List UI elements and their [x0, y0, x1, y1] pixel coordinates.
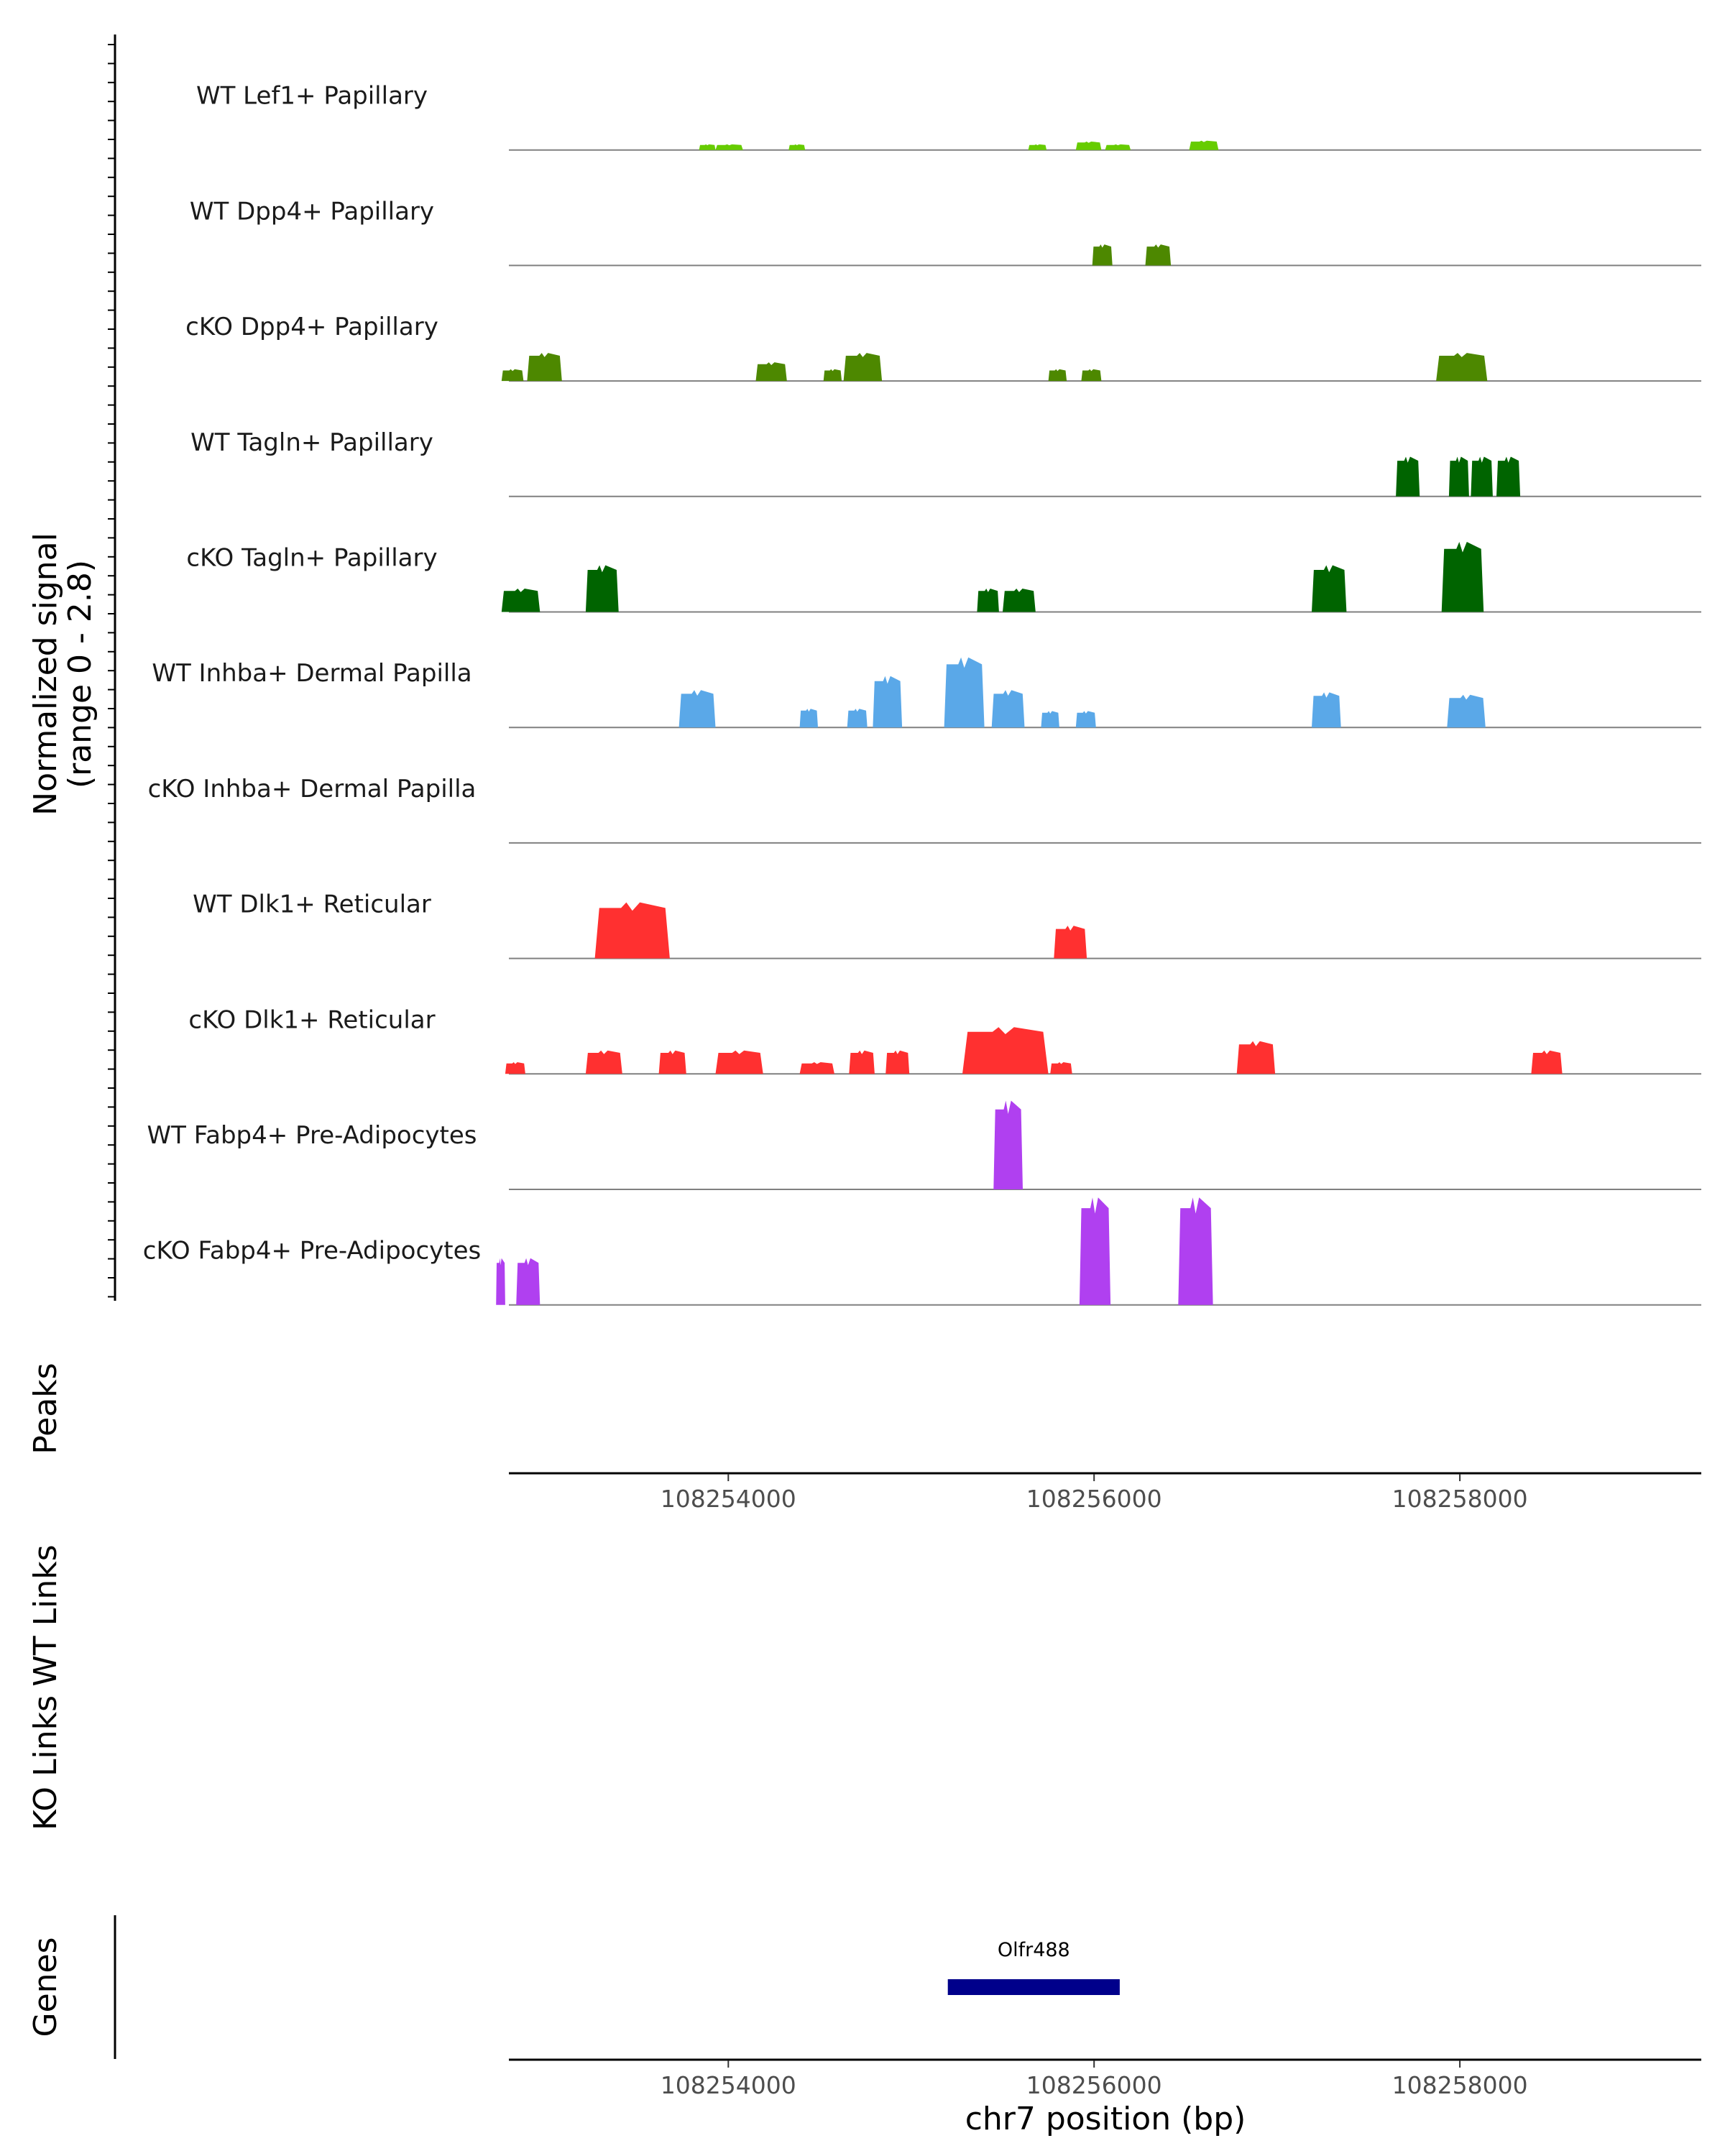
track-label: WT Fabp4+ Pre-Adipocytes: [147, 1121, 477, 1150]
y-axis-range-label: (range 0 - 2.8): [62, 560, 98, 788]
signal-peak: [886, 1050, 910, 1074]
signal-peak: [678, 690, 716, 728]
signal-peak: [1075, 711, 1096, 728]
track-label: cKO Dpp4+ Papillary: [185, 313, 438, 341]
signal-peak: [1079, 1197, 1111, 1305]
signal-peak: [1441, 542, 1484, 612]
signal-peak: [1054, 926, 1087, 959]
x-tick-label: 108258000: [1392, 2071, 1528, 2099]
signal-peak: [1447, 694, 1486, 728]
x-axis-label: chr7 position (bp): [965, 2101, 1246, 2137]
track: WT Tagln+ Papillary: [190, 428, 1701, 497]
track: WT Fabp4+ Pre-Adipocytes: [147, 1100, 1701, 1190]
signal-peak: [594, 902, 670, 959]
track: cKO Dlk1+ Reticular: [188, 1005, 1701, 1075]
gene-body: [947, 1979, 1120, 1995]
signal-peak: [1048, 369, 1067, 382]
track: WT Dpp4+ Papillary: [190, 197, 1701, 267]
x-tick-label: 108258000: [1392, 1485, 1528, 1513]
signal-peak: [501, 369, 524, 382]
signal-peak: [1003, 589, 1036, 612]
track-label: WT Tagln+ Papillary: [190, 428, 433, 457]
genes-panel-label: Genes: [27, 1937, 64, 2037]
signal-peak: [1471, 456, 1493, 497]
track: cKO Tagln+ Papillary: [186, 542, 1701, 613]
genes-x-ticks: 108254000 108256000 108258000: [661, 2060, 1528, 2099]
y-axis-label: Normalized signal: [27, 533, 64, 816]
signal-peak: [944, 657, 985, 728]
signal-peak: [1075, 142, 1102, 150]
signal-peak: [1105, 144, 1131, 150]
signal-peak: [991, 690, 1025, 728]
track-label: cKO Fabp4+ Pre-Adipocytes: [143, 1237, 482, 1266]
signal-peak: [823, 369, 842, 382]
signal-peak: [843, 353, 883, 382]
track-label: WT Dlk1+ Reticular: [193, 890, 431, 919]
track-label: cKO Inhba+ Dermal Papilla: [148, 775, 477, 803]
track: cKO Inhba+ Dermal Papilla: [148, 775, 1701, 844]
coverage-tracks: WT Lef1+ Papillary WT Dpp4+ Papillary cKO …: [143, 82, 1701, 1306]
signal-peak: [1050, 1062, 1072, 1074]
x-tick-label: 108256000: [1026, 1485, 1162, 1513]
signal-peak: [847, 709, 868, 728]
track-label: cKO Tagln+ Papillary: [186, 544, 437, 573]
wt-links-panel-label: WT Links: [27, 1544, 64, 1686]
signal-peak: [715, 1050, 763, 1074]
signal-peak: [527, 353, 562, 382]
signal-peak: [496, 1258, 505, 1305]
signal-peak: [501, 589, 540, 612]
signal-peak: [755, 362, 787, 382]
signal-peak: [585, 1050, 622, 1074]
signal-peak: [505, 1062, 525, 1074]
peaks-x-ticks: 108254000 108256000 108258000: [661, 1474, 1528, 1513]
signal-peak: [849, 1050, 875, 1074]
track: cKO Fabp4+ Pre-Adipocytes: [143, 1197, 1701, 1306]
signal-peak: [1041, 711, 1059, 728]
track-label: WT Dpp4+ Papillary: [190, 197, 434, 226]
signal-peak: [1436, 353, 1488, 382]
signal-peak: [1189, 140, 1219, 150]
track-label: WT Lef1+ Papillary: [196, 82, 428, 111]
track: WT Lef1+ Papillary: [196, 82, 1701, 151]
signal-peak: [799, 709, 818, 728]
signal-peak: [993, 1100, 1023, 1189]
track: cKO Dpp4+ Papillary: [185, 313, 1701, 382]
signal-peak: [962, 1027, 1049, 1074]
gene-label: Olfr488: [998, 1939, 1070, 1961]
signal-peak: [1496, 456, 1521, 497]
signal-peak: [1092, 244, 1113, 266]
signal-peak: [1081, 369, 1102, 382]
signal-peak: [658, 1050, 686, 1074]
signal-peak: [799, 1062, 834, 1074]
track-label: cKO Dlk1+ Reticular: [188, 1005, 435, 1034]
track: WT Inhba+ Dermal Papilla: [152, 657, 1701, 729]
signal-peak: [873, 676, 903, 728]
track: WT Dlk1+ Reticular: [193, 890, 1701, 959]
signal-peak: [1312, 692, 1341, 728]
signal-peak: [1531, 1050, 1563, 1074]
ko-links-panel-label: KO Links: [27, 1695, 64, 1830]
signal-peak: [1236, 1041, 1276, 1074]
signal-peak: [699, 144, 716, 150]
signal-peak: [1178, 1197, 1213, 1305]
signal-peak: [715, 144, 743, 150]
x-tick-label: 108256000: [1026, 2071, 1162, 2099]
coverage-y-ticks: [108, 44, 115, 1298]
track-label: WT Inhba+ Dermal Papilla: [152, 659, 472, 688]
signal-peak: [1396, 456, 1420, 497]
gene-annotations: Olfr488: [947, 1939, 1120, 1995]
signal-peak: [1448, 456, 1469, 497]
peaks-panel-label: Peaks: [27, 1363, 64, 1454]
signal-peak: [977, 589, 999, 612]
x-tick-label: 108254000: [661, 2071, 796, 2099]
signal-peak: [1145, 244, 1172, 266]
signal-peak: [1028, 144, 1047, 150]
signal-peak: [585, 565, 619, 612]
x-tick-label: 108254000: [661, 1485, 796, 1513]
signal-peak: [1312, 565, 1347, 612]
signal-peak: [788, 144, 806, 150]
signal-peak: [516, 1258, 540, 1305]
